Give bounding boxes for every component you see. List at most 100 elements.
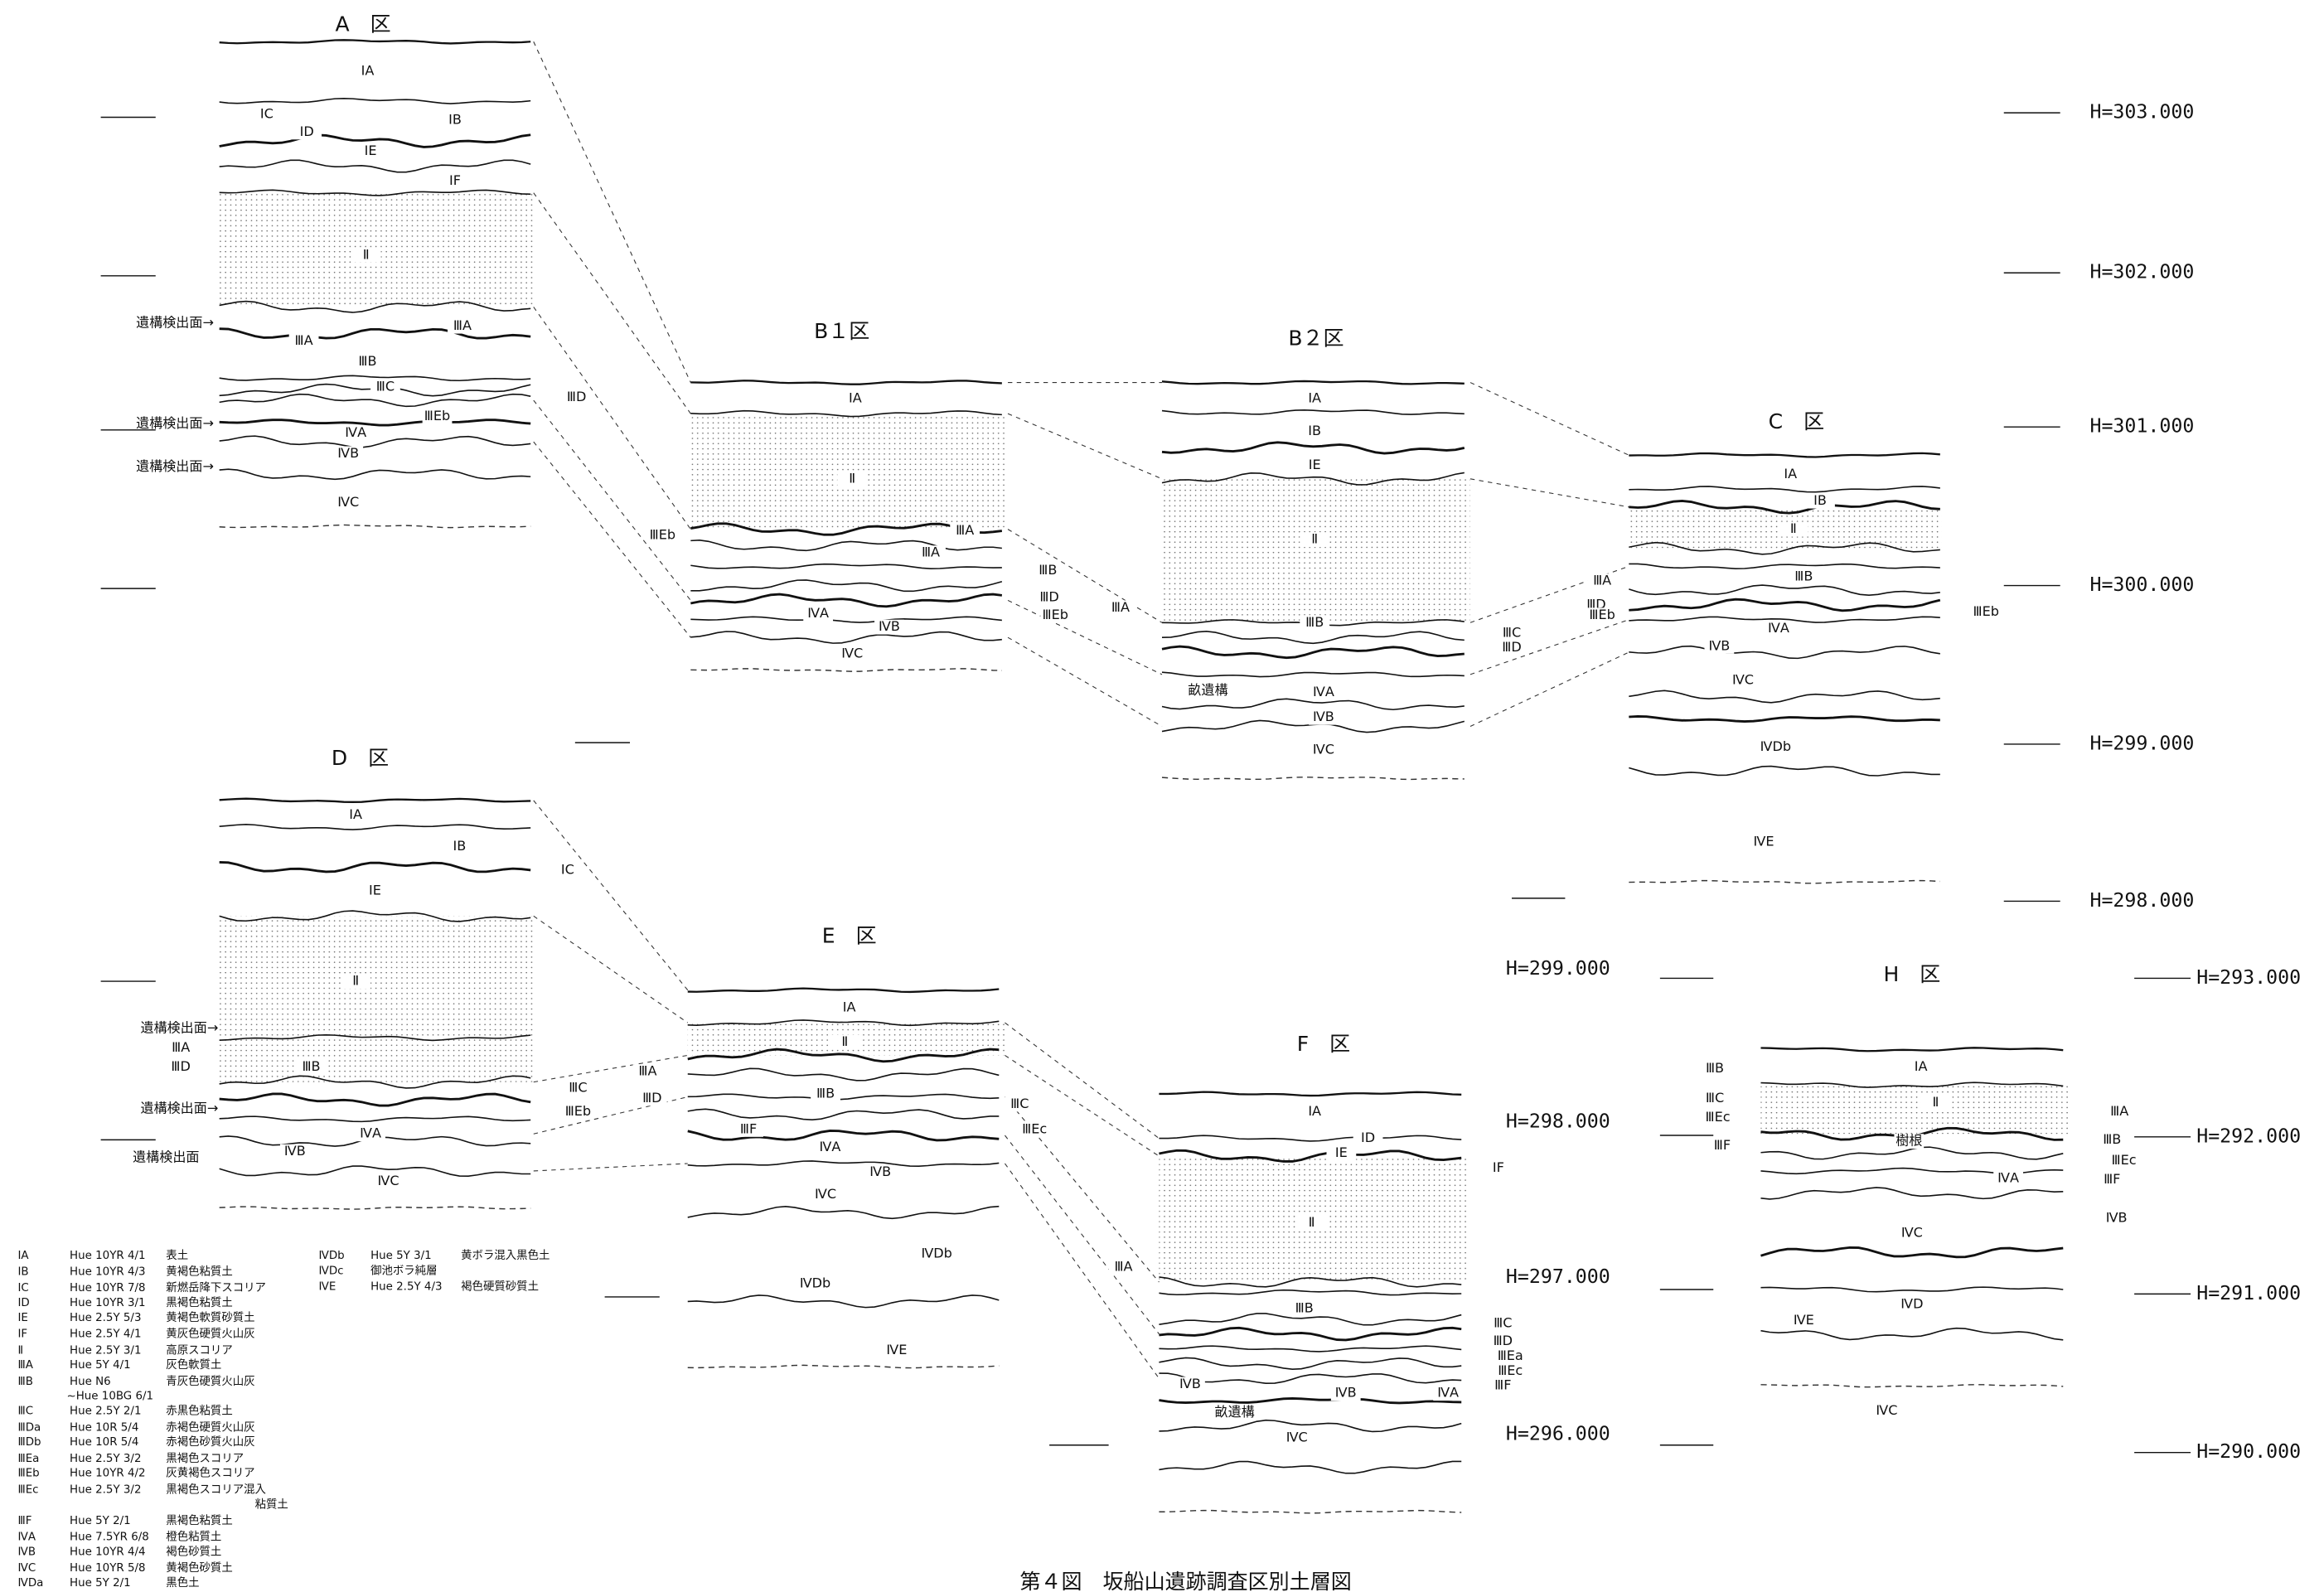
legend-code: ⅠC — [17, 1282, 28, 1294]
legend-hue: Hue 2.5Y 5/3 — [70, 1312, 141, 1324]
layer-label: ⅣB — [1179, 1376, 1201, 1391]
layer-label: ⅢF — [1494, 1377, 1511, 1393]
legend-desc: 黒褐色スコリア混入 — [166, 1483, 266, 1496]
layer-label: ⅢB — [1794, 568, 1813, 583]
layer-label: ⅢC — [376, 378, 395, 394]
legend-code: ⅣDa — [17, 1577, 43, 1590]
legend-code: ⅢEc — [17, 1483, 38, 1496]
layer-label: ⅣDb — [800, 1275, 830, 1290]
stipple-layer — [220, 916, 534, 1081]
legend-hue: Hue 2.5Y 3/2 — [70, 1483, 141, 1496]
legend-desc: 黄ボラ混入黒色土 — [461, 1249, 550, 1262]
layer-label: ⅢD — [1039, 588, 1058, 604]
layer-label: ⅠF — [1493, 1159, 1504, 1175]
legend-hue: Hue 10YR 5/8 — [70, 1562, 145, 1575]
layer-label: ⅠA — [843, 999, 856, 1015]
legend-desc: 赤褐色砂質火山灰 — [166, 1435, 254, 1449]
legend-code: ⅣB — [17, 1546, 36, 1559]
layer-label: ⅣB — [284, 1143, 306, 1159]
layer-label: ⅢB — [2103, 1131, 2121, 1147]
layer-label: Ⅱ — [849, 470, 855, 486]
layer-label: ⅢD — [642, 1090, 661, 1106]
layer-label: ⅢD — [567, 389, 586, 404]
legend-code: ⅠF — [17, 1328, 27, 1341]
layer-label: ⅠE — [1335, 1144, 1348, 1160]
layer-label: ⅢEa — [1498, 1348, 1523, 1363]
layer-label: ⅢD — [1502, 639, 1521, 655]
legend-note: 粘質土 — [255, 1498, 288, 1511]
stipple-layer — [1162, 479, 1470, 622]
legend-desc: 御池ボラ純層 — [370, 1265, 437, 1278]
layer-label: ⅠE — [369, 882, 381, 898]
elevation-label: H=300.000 — [2089, 573, 2194, 596]
layer-label: ⅢB — [302, 1058, 320, 1074]
elevation-label: H=296.000 — [1506, 1423, 1610, 1445]
layer-label: Ⅱ — [1311, 531, 1318, 547]
layer-label: ⅣA — [1313, 684, 1334, 699]
layer-label: ⅢEb — [1589, 607, 1615, 622]
legend-code: ⅣE — [318, 1280, 336, 1293]
legend-hue: Hue 10YR 4/3 — [70, 1266, 145, 1279]
layer-label: ⅢF — [2104, 1171, 2120, 1187]
legend-code: Ⅱ — [17, 1344, 23, 1357]
legend-desc: 新燃岳降下スコリア — [166, 1280, 266, 1294]
elevation-label: H=298.000 — [2089, 889, 2194, 912]
elevation-label: H=291.000 — [2196, 1282, 2301, 1304]
legend-code: ⅢDb — [17, 1436, 41, 1449]
layer-label: ⅣC — [815, 1186, 836, 1202]
legend-hue: Hue 10YR 4/1 — [70, 1250, 145, 1262]
layer-label: ⅠB — [1813, 492, 1827, 508]
layer-label: ⅣC — [841, 645, 863, 661]
layer-label: ⅢEc — [1498, 1362, 1523, 1378]
section-title: F 区 — [1297, 1032, 1350, 1056]
layer-label: ⅠA — [361, 63, 375, 79]
section-title: B１区 — [814, 319, 869, 343]
layer-label: 畝遺構 — [1214, 1404, 1254, 1420]
legend-desc: 表土 — [166, 1249, 188, 1262]
legend-code: ⅢEa — [17, 1453, 39, 1465]
layer-label: Ⅱ — [1309, 1214, 1315, 1230]
layer-label: ⅠD — [1361, 1130, 1375, 1145]
legend-hue: Hue 10YR 4/4 — [70, 1546, 145, 1559]
legend-desc: 灰色軟質土 — [166, 1358, 221, 1372]
legend-code: ⅣA — [17, 1532, 36, 1544]
layer-label: ⅢD — [1494, 1333, 1513, 1348]
layer-label: ⅢC — [1494, 1315, 1512, 1331]
legend-desc: 黄灰色硬質火山灰 — [166, 1328, 254, 1341]
legend-hue: Hue 5Y 3/1 — [370, 1250, 432, 1262]
legend-desc: 赤褐色硬質火山灰 — [166, 1420, 254, 1434]
legend-hue: Hue 2.5Y 4/3 — [370, 1280, 442, 1293]
elevation-label: H=303.000 — [2089, 101, 2194, 123]
legend-desc: 黒褐色粘質土 — [166, 1296, 232, 1309]
legend-code: ⅣDc — [318, 1265, 343, 1278]
layer-label: Ⅱ — [841, 1033, 848, 1049]
layer-label: ⅠA — [1308, 390, 1321, 406]
legend-hue: Hue 2.5Y 3/1 — [70, 1344, 141, 1357]
soil-section-diagram: 第４図 坂船山遺跡調査区別土層図 A 区ⅠAⅠCⅠBⅠDⅠEⅠFⅡⅢAⅢAⅢBⅢ… — [0, 0, 2324, 1592]
legend-desc: 黄褐色粘質土 — [166, 1265, 232, 1279]
layer-label: ⅣB — [1313, 709, 1334, 724]
layer-label: ⅣE — [1754, 833, 1774, 849]
surface-note: 遺構検出面→ — [140, 1100, 218, 1115]
elevation-label: H=293.000 — [2196, 966, 2301, 989]
layer-label: ⅣC — [1732, 672, 1754, 688]
legend-hue: Hue 7.5YR 6/8 — [70, 1532, 149, 1544]
layer-label: ⅠA — [1308, 1103, 1321, 1119]
layer-label: ⅠE — [1309, 457, 1321, 472]
layer-label: ⅣA — [807, 605, 829, 621]
layer-label: ⅣE — [886, 1342, 907, 1357]
legend-code: ⅢDa — [17, 1421, 41, 1434]
layer-label: 樹根 — [1896, 1133, 1922, 1149]
legend-desc: 黒色土 — [166, 1576, 199, 1590]
legend-desc: 黒褐色スコリア — [166, 1452, 244, 1465]
layer-label: ⅠD — [300, 123, 314, 139]
layer-label: ⅠA — [1784, 466, 1797, 481]
section-title: H 区 — [1883, 962, 1940, 986]
legend-hue: Hue 5Y 2/1 — [70, 1515, 131, 1527]
layer-label: ⅣA — [1768, 620, 1789, 636]
layer-label: ⅢB — [816, 1085, 835, 1101]
legend-desc: 橙色粘質土 — [166, 1531, 221, 1544]
legend-hue: Hue N6 — [70, 1376, 111, 1388]
layer-label: ⅣC — [1901, 1225, 1923, 1241]
layer-label: ⅣA — [345, 424, 366, 440]
